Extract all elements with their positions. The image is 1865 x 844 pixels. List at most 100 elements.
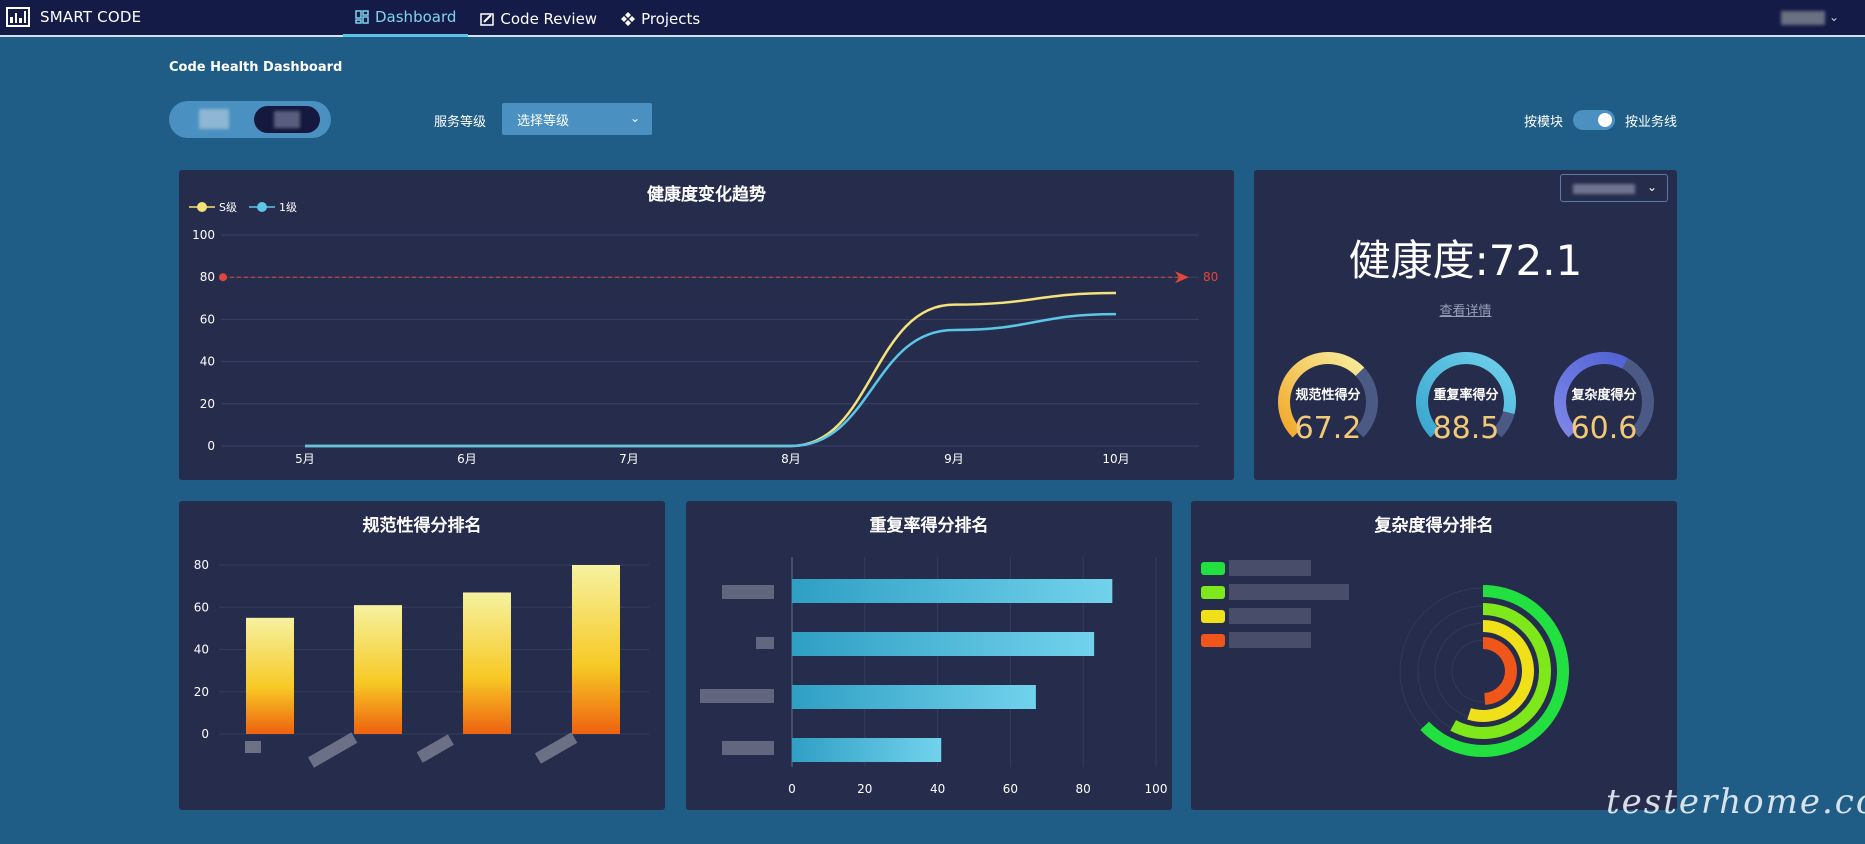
gauge-fill — [1278, 352, 1365, 438]
legend-swatch — [1201, 634, 1225, 647]
legend-s-label: S级 — [219, 201, 237, 214]
series-line-s — [305, 291, 1117, 448]
chevron-down-icon: ⌄ — [1646, 180, 1657, 194]
norm-bar — [246, 617, 294, 734]
x-tick-label: 100 — [1145, 782, 1168, 796]
y-tick-label: 60 — [200, 312, 215, 326]
y-tick-label: 0 — [201, 727, 209, 741]
top-navbar: SMART CODE Dashboard Code Review Project… — [0, 0, 1865, 37]
legend-1-marker — [257, 202, 267, 212]
y-tick-label: 100 — [192, 228, 215, 242]
complexity-ranking-title: 复杂度得分排名 — [1374, 516, 1494, 536]
nav-dashboard-label: Dashboard — [375, 8, 457, 26]
trend-panel: 健康度变化趋势 S级 1级 100 80 60 40 20 0 5月 6月 7月 8月 9月 10月 … — [179, 170, 1234, 480]
gauge-value: 67.2 — [1295, 411, 1362, 446]
x-tick-label: 8月 — [781, 452, 801, 466]
x-tick-label: 0 — [788, 782, 796, 796]
norm-ranking-title: 规范性得分排名 — [362, 516, 482, 536]
series-line-1 — [305, 312, 1117, 448]
nav-dashboard[interactable]: Dashboard — [343, 0, 469, 37]
gauge-fill — [1416, 352, 1516, 438]
threshold-arrow — [1175, 271, 1189, 284]
service-level-select[interactable]: 选择等级 ⌄ — [502, 103, 652, 135]
nav-projects[interactable]: Projects — [609, 0, 712, 37]
complexity-ranking-panel: 复杂度得分排名 — [1191, 501, 1677, 810]
dup-bar — [792, 579, 1113, 603]
brand[interactable]: SMART CODE — [6, 7, 141, 27]
group-by-switch[interactable] — [1572, 110, 1615, 130]
gauge-fill — [1554, 352, 1628, 438]
toggle-left-label: 按模块 — [1523, 114, 1563, 130]
trend-chart: S级 1级 100 80 60 40 20 0 5月 6月 7月 8月 9月 10月 80 — [189, 201, 1218, 466]
main-nav: Dashboard Code Review Projects — [343, 0, 712, 37]
edit-icon — [480, 12, 495, 26]
view-details-link[interactable]: 查看详情 — [1439, 304, 1492, 319]
legend-s-marker — [197, 202, 207, 212]
y-tick-label: 0 — [207, 439, 215, 453]
x-tick-label: 5月 — [295, 452, 315, 466]
gauge-value: 88.5 — [1433, 411, 1500, 446]
norm-ranking-panel: 规范性得分排名 80 60 40 20 0 — [179, 501, 665, 810]
legend-label-blurred — [1229, 608, 1311, 624]
view-segmented-control[interactable] — [169, 101, 331, 138]
complexity-chart — [1201, 560, 1569, 757]
threshold-start-marker — [219, 273, 227, 282]
project-select[interactable]: ⌄ — [1560, 174, 1668, 202]
page-title: Code Health Dashboard — [169, 60, 343, 75]
norm-bar — [354, 605, 402, 734]
y-tick-label: 40 — [200, 355, 215, 369]
dup-bar — [792, 738, 942, 762]
x-tick-label: 80 — [1076, 782, 1091, 796]
app-title: SMART CODE — [40, 8, 142, 26]
legend-label-blurred — [1229, 632, 1311, 648]
legend-1-label: 1级 — [279, 201, 297, 214]
toggle-right-label: 按业务线 — [1624, 114, 1677, 130]
user-menu[interactable] — [1781, 11, 1825, 25]
y-tick-label: 80 — [200, 270, 215, 284]
dup-bar — [792, 685, 1036, 709]
norm-chart: 80 60 40 20 0 — [194, 558, 649, 768]
blurred-category-labels — [245, 732, 578, 768]
complexity-ring — [1467, 620, 1534, 722]
x-tick-label: 9月 — [944, 452, 964, 466]
segment-option-1[interactable] — [199, 109, 229, 129]
x-tick-label: 6月 — [457, 452, 477, 466]
dup-ranking-title: 重复率得分排名 — [869, 516, 989, 536]
dashboard-icon — [355, 10, 369, 24]
service-level-label: 服务等级 — [434, 115, 487, 130]
chevron-down-icon: ⌄ — [629, 111, 640, 125]
legend-label-blurred — [1229, 584, 1349, 600]
health-panel: ⌄ 健康度:72.1 查看详情 规范性得分 67.2 重复率得分 88.5 复杂度得分 6… — [1254, 170, 1677, 480]
gauge-label: 重复率得分 — [1433, 387, 1498, 403]
complexity-ring — [1483, 637, 1517, 705]
legend-swatch — [1201, 610, 1225, 623]
dup-bar — [792, 632, 1095, 656]
x-tick-label: 10月 — [1102, 452, 1129, 466]
dup-ranking-panel: 重复率得分排名 0 20 40 60 80 100 — [686, 501, 1172, 810]
trend-legend: S级 1级 — [189, 201, 297, 214]
trend-title: 健康度变化趋势 — [647, 185, 766, 205]
dup-chart: 0 20 40 60 80 100 — [700, 557, 1168, 796]
x-tick-label: 60 — [1003, 782, 1018, 796]
norm-bar — [572, 565, 620, 734]
service-level-placeholder: 选择等级 — [517, 114, 570, 129]
segment-option-2[interactable] — [254, 106, 320, 133]
legend-swatch — [1201, 562, 1225, 575]
projects-icon — [621, 11, 636, 26]
gauge-label: 规范性得分 — [1295, 387, 1360, 403]
y-tick-label: 20 — [194, 685, 209, 699]
x-tick-label: 20 — [857, 782, 872, 796]
x-tick-label: 40 — [930, 782, 945, 796]
switch-knob — [1597, 113, 1612, 127]
testerhome-watermark: testerhome.com — [1606, 782, 1865, 822]
y-tick-label: 80 — [194, 558, 209, 572]
y-tick-label: 40 — [194, 643, 209, 657]
complexity-ring — [1420, 585, 1569, 757]
x-tick-label: 7月 — [619, 452, 639, 466]
nav-projects-label: Projects — [641, 9, 701, 28]
chevron-down-icon[interactable]: ⌄ — [1828, 10, 1839, 24]
y-tick-label: 60 — [194, 600, 209, 614]
y-tick-label: 20 — [200, 397, 215, 411]
nav-code-review[interactable]: Code Review — [468, 0, 609, 37]
gauges: 规范性得分 67.2 重复率得分 88.5 复杂度得分 60.6 — [1278, 352, 1654, 446]
